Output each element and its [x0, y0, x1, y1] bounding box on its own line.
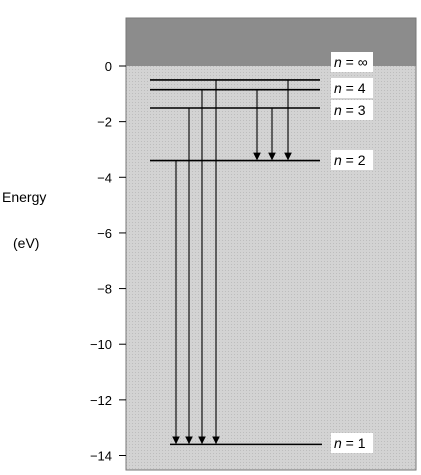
level-label: n = 3 — [334, 102, 366, 118]
panel-border — [125, 17, 417, 471]
y-tick-label: −14 — [90, 449, 112, 464]
y-axis-label-line2: (eV) — [13, 235, 40, 251]
y-tick-label: −4 — [97, 170, 112, 185]
y-tick-label: 0 — [105, 59, 112, 74]
level-label: n = 1 — [334, 435, 366, 451]
y-tick-label: −8 — [97, 282, 112, 297]
level-label: n = 2 — [334, 152, 366, 168]
level-label-background — [331, 52, 373, 72]
energy-levels — [150, 79, 322, 446]
level-label-background — [331, 433, 373, 453]
y-tick-label: −10 — [90, 337, 112, 352]
y-axis-label-line1: Energy — [2, 189, 47, 205]
level-label-background — [331, 150, 373, 170]
bound-region — [126, 66, 416, 470]
level-label: n = 4 — [334, 80, 366, 96]
level-label: n = ∞ — [334, 54, 368, 70]
level-label-background — [331, 78, 373, 98]
y-tick-label: −6 — [97, 226, 112, 241]
y-tick-label: −2 — [97, 115, 112, 130]
y-axis-ticks: 0 −2 −4 −6 −8 −10 −12 −14 — [90, 59, 126, 464]
transition-arrows — [172, 79, 292, 445]
level-labels: n = ∞ n = 4 n = 3 n = 2 n = 1 — [331, 52, 373, 453]
diagram-panel — [125, 17, 417, 471]
level-label-background — [331, 100, 373, 120]
y-tick-label: −12 — [90, 393, 112, 408]
